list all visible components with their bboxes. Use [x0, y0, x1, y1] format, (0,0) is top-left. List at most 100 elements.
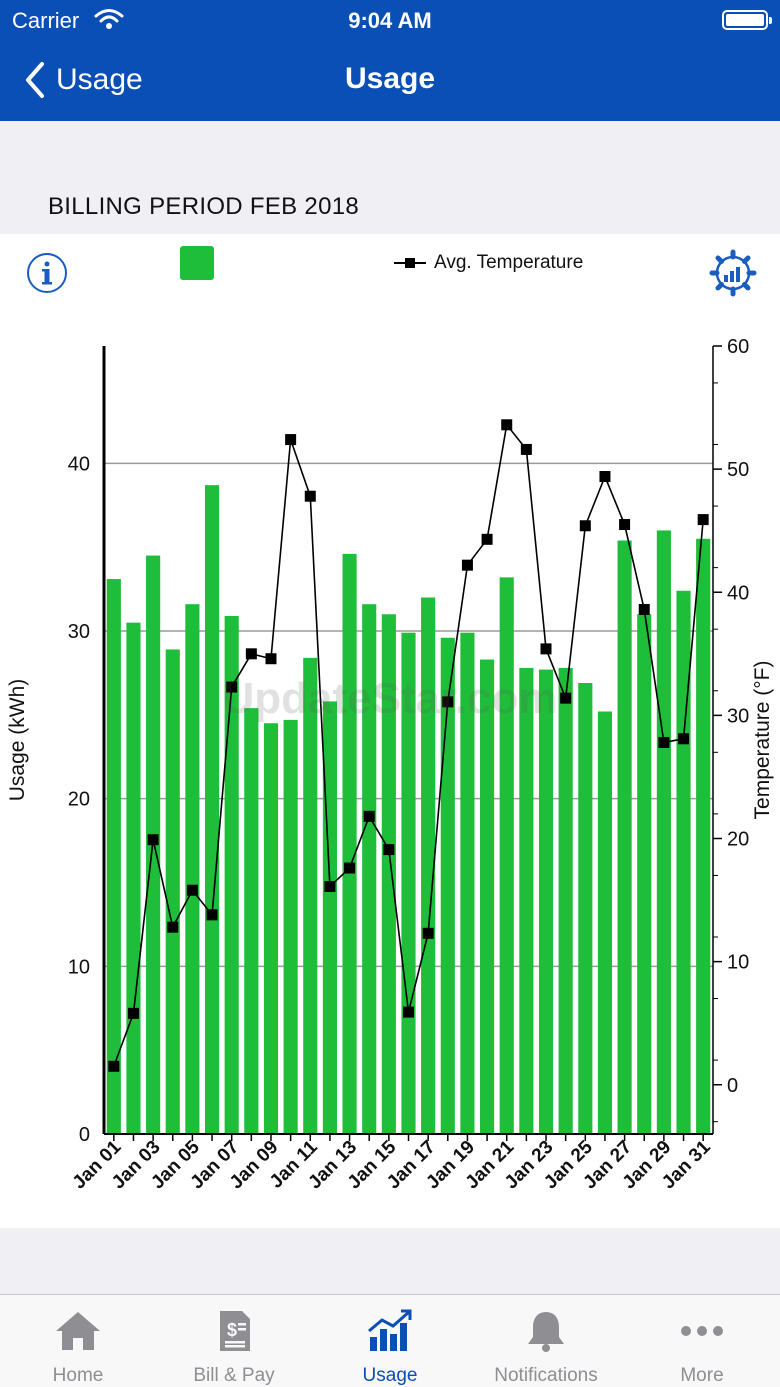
svg-text:$: $	[227, 1320, 237, 1340]
usage-bar	[538, 669, 554, 1134]
usage-bar	[460, 632, 475, 1134]
temperature-point	[127, 1007, 139, 1019]
tab-more[interactable]: More	[624, 1295, 780, 1387]
usage-bar	[617, 540, 632, 1134]
temperature-point	[304, 490, 316, 502]
temperature-point	[245, 648, 257, 660]
tab-notifications-label: Notifications	[494, 1365, 598, 1386]
carrier-label: Carrier	[12, 8, 80, 33]
billing-period-label: BILLING PERIOD FEB 2018	[48, 193, 360, 220]
legend-usage-swatch	[180, 246, 214, 280]
bell-icon	[528, 1312, 564, 1352]
temperature-point	[344, 862, 356, 874]
tab-usage-label: Usage	[362, 1365, 418, 1386]
temperature-point	[147, 834, 159, 846]
temperature-point	[324, 881, 336, 893]
bill-icon: $	[220, 1311, 250, 1351]
y-tick-label: 30	[68, 621, 90, 643]
usage-bar	[342, 553, 357, 1134]
temperature-point	[461, 559, 473, 571]
temperature-point	[422, 927, 434, 939]
usage-bar	[696, 538, 711, 1134]
wifi-icon	[94, 9, 124, 29]
temperature-point	[285, 434, 297, 446]
temperature-point	[599, 471, 611, 483]
temperature-point	[501, 419, 513, 431]
usage-bar	[578, 682, 593, 1134]
y2-axis-title: Temperature (°F)	[751, 661, 774, 820]
usage-bar	[303, 657, 318, 1134]
y2-tick-label: 30	[727, 705, 749, 727]
tab-notifications[interactable]: Notifications	[468, 1295, 624, 1387]
usage-bar	[322, 701, 337, 1134]
more-icon	[681, 1326, 723, 1336]
usage-bar	[558, 667, 573, 1134]
temperature-point	[560, 692, 572, 704]
usage-chart: 0 10 20 30 40 0 10 20 30 40 50 60 Usage (kWh) Tempera…	[6, 336, 774, 1193]
usage-bar	[519, 667, 534, 1134]
back-button[interactable]: Usage	[22, 58, 143, 102]
temperature-point	[403, 1006, 414, 1018]
usage-bar	[283, 719, 298, 1134]
usage-bar	[106, 579, 121, 1134]
temperature-point	[226, 681, 238, 693]
temperature-point	[619, 519, 631, 531]
temperature-point	[540, 643, 552, 655]
tab-usage[interactable]: Usage	[312, 1295, 468, 1387]
usage-bar	[204, 485, 220, 1134]
usage-bar	[362, 604, 377, 1134]
temperature-point	[383, 844, 395, 856]
y2-tick-label: 40	[727, 582, 749, 604]
usage-chart-icon	[368, 1309, 412, 1351]
chart-settings-gear-icon[interactable]	[708, 248, 758, 298]
y-tick-label: 40	[68, 453, 90, 475]
temperature-point	[265, 653, 277, 665]
legend-line-marker	[394, 258, 426, 268]
home-icon	[56, 1312, 100, 1350]
usage-bar	[499, 577, 514, 1134]
billing-period-header: BILLING PERIOD FEB 2018	[0, 121, 780, 234]
tab-more-label: More	[680, 1365, 724, 1386]
legend-temperature-label: Avg. Temperature	[434, 252, 584, 273]
chevron-left-icon	[26, 62, 44, 98]
y-tick-label: 20	[68, 789, 90, 811]
usage-bar	[421, 597, 436, 1134]
back-button-label: Usage	[56, 63, 143, 96]
usage-bar	[676, 590, 691, 1134]
navigation-bar: Usage Usage	[0, 40, 780, 121]
temperature-point	[108, 1060, 120, 1072]
battery-icon	[722, 10, 772, 30]
info-icon[interactable]	[26, 252, 68, 294]
usage-bar	[656, 530, 671, 1134]
temperature-point	[442, 696, 454, 708]
usage-bar	[185, 604, 200, 1134]
clock: 9:04 AM	[348, 8, 432, 33]
usage-bar	[637, 614, 652, 1134]
usage-bar	[126, 622, 141, 1134]
usage-bar	[401, 632, 416, 1134]
usage-bar	[165, 649, 180, 1134]
temperature-point	[638, 603, 650, 615]
usage-bar	[440, 637, 455, 1134]
temperature-point	[363, 810, 375, 822]
y-axis-title: Usage (kWh)	[6, 679, 29, 802]
y2-tick-label: 50	[727, 459, 749, 481]
usage-bar	[263, 723, 279, 1134]
tab-bill-pay-label: Bill & Pay	[193, 1365, 275, 1386]
legend-temperature: Avg. Temperature	[394, 251, 583, 275]
tab-home[interactable]: Home	[0, 1295, 156, 1387]
usage-bar	[224, 615, 239, 1134]
tab-bill-pay[interactable]: $ Bill & Pay	[156, 1295, 312, 1387]
usage-bar	[597, 711, 613, 1134]
y2-tick-label: 20	[727, 829, 749, 851]
temperature-point	[678, 733, 690, 745]
y-tick-label: 0	[79, 1124, 90, 1146]
usage-bar	[381, 614, 396, 1134]
temperature-point	[520, 443, 532, 455]
temperature-point	[186, 884, 198, 896]
temperature-point	[481, 533, 493, 545]
usage-chart-card: 0 10 20 30 40 0 10 20 30 40 50 60 Usage (kWh) Tempera…	[0, 234, 780, 1228]
temperature-point	[206, 909, 218, 921]
temperature-point	[579, 520, 591, 532]
temperature-point	[167, 921, 179, 933]
